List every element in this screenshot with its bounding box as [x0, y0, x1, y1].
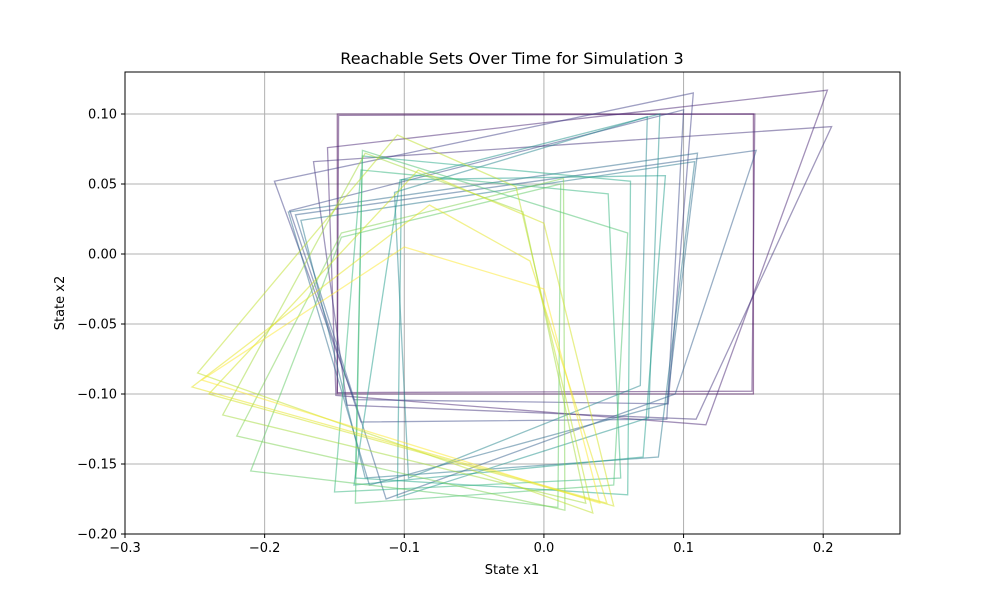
reachable-set-polygon-10 [393, 115, 648, 479]
y-tick-label: 0.05 [88, 178, 117, 193]
reachable-set-polygon-8 [287, 152, 699, 486]
reachable-set-polygon-14 [333, 169, 622, 493]
y-axis-ticks: −0.20 −0.15 −0.10 −0.05 0.00 0.05 0.10 [77, 108, 125, 543]
x-tick-label: 0.2 [813, 541, 834, 556]
plot-frame [124, 71, 901, 535]
x-tick-label: −0.2 [249, 541, 281, 556]
x-tick-label: −0.1 [388, 541, 420, 556]
y-tick-label: −0.15 [77, 458, 117, 473]
reachable-set-polygon-20 [207, 169, 615, 507]
x-axis-ticks: −0.3 −0.2 −0.1 0.0 0.1 0.2 [109, 534, 834, 556]
y-axis-label: State x2 [53, 276, 68, 331]
x-tick-label: −0.3 [109, 541, 141, 556]
reachable-set-polygon-15 [354, 149, 629, 504]
x-tick-label: 0.1 [673, 541, 694, 556]
reachable-set-polygon-16 [249, 183, 562, 509]
y-tick-label: −0.20 [77, 528, 117, 543]
x-axis-label: State x1 [485, 563, 540, 578]
chart-title: Reachable Sets Over Time for Simulation … [340, 49, 683, 68]
reachable-set-polygon-22 [200, 246, 601, 505]
reachable-set-polygon-12 [353, 174, 667, 486]
y-tick-label: 0.00 [88, 248, 117, 263]
y-tick-label: −0.10 [77, 388, 117, 403]
reachable-set-polygon-21 [190, 204, 608, 505]
reachable-set-polygons [190, 89, 833, 515]
y-tick-label: −0.05 [77, 318, 117, 333]
reachable-set-polygon-11 [396, 113, 661, 499]
x-tick-label: 0.0 [534, 541, 555, 556]
y-tick-label: 0.10 [88, 108, 117, 123]
reachable-set-polygon-3 [326, 89, 829, 426]
reachable-set-polygon-6 [288, 108, 685, 423]
reachable-set-polygon-19 [196, 134, 594, 515]
grid [124, 72, 900, 535]
reachable-set-polygon-17 [235, 177, 566, 512]
reachable-set-polygon-7 [294, 149, 758, 500]
